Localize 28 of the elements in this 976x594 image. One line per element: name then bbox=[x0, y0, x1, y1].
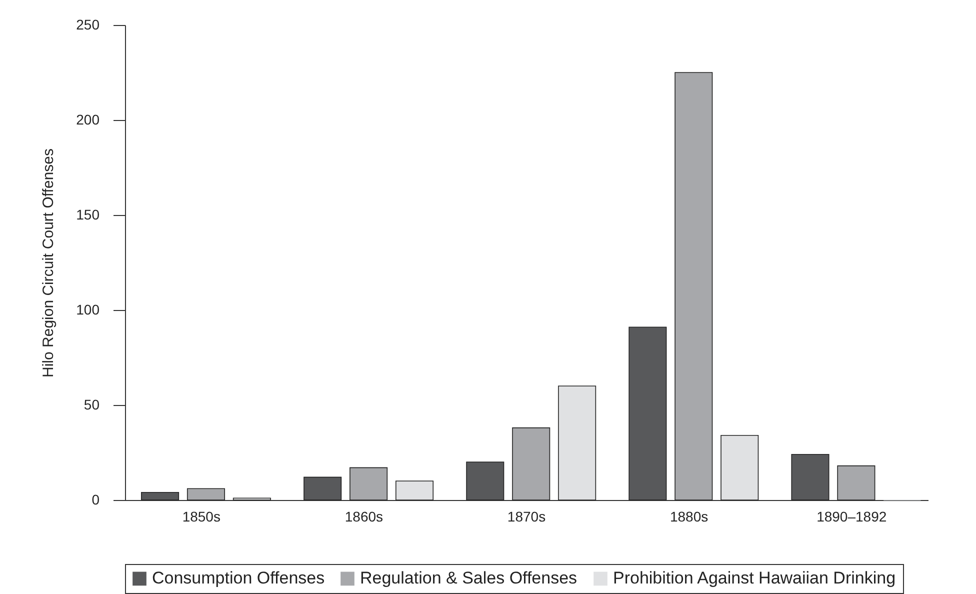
x-tick-label: 1890–1892 bbox=[816, 508, 887, 524]
x-tick-label: 1870s bbox=[507, 508, 546, 524]
y-tick-label: 50 bbox=[84, 396, 100, 412]
y-axis-title: Hilo Region Circuit Court Offenses bbox=[40, 148, 58, 378]
bar bbox=[837, 465, 876, 500]
x-tick-label: 1880s bbox=[670, 508, 708, 524]
y-tick-label: 150 bbox=[76, 206, 100, 222]
y-tick-label: 100 bbox=[76, 302, 100, 318]
bar bbox=[628, 326, 667, 500]
bar bbox=[674, 72, 713, 500]
y-tick-label: 0 bbox=[92, 492, 100, 508]
y-tick-label: 250 bbox=[76, 16, 100, 32]
bar bbox=[141, 492, 180, 500]
bar bbox=[512, 427, 550, 500]
bar bbox=[558, 386, 596, 500]
bar bbox=[186, 488, 226, 500]
y-tick-label: 200 bbox=[76, 112, 100, 128]
bar bbox=[395, 480, 434, 500]
bar bbox=[791, 454, 830, 500]
bar bbox=[350, 467, 388, 500]
x-tick-label: 1850s bbox=[182, 508, 220, 524]
legend-label: Regulation & Sales Offenses bbox=[360, 568, 578, 588]
legend-label: Prohibition Against Hawaiian Drinking bbox=[613, 568, 896, 588]
bar bbox=[466, 462, 504, 500]
bar bbox=[720, 435, 759, 500]
legend-label: Consumption Offenses bbox=[152, 568, 325, 588]
bar bbox=[304, 476, 342, 500]
x-tick-label: 1860s bbox=[344, 508, 384, 524]
